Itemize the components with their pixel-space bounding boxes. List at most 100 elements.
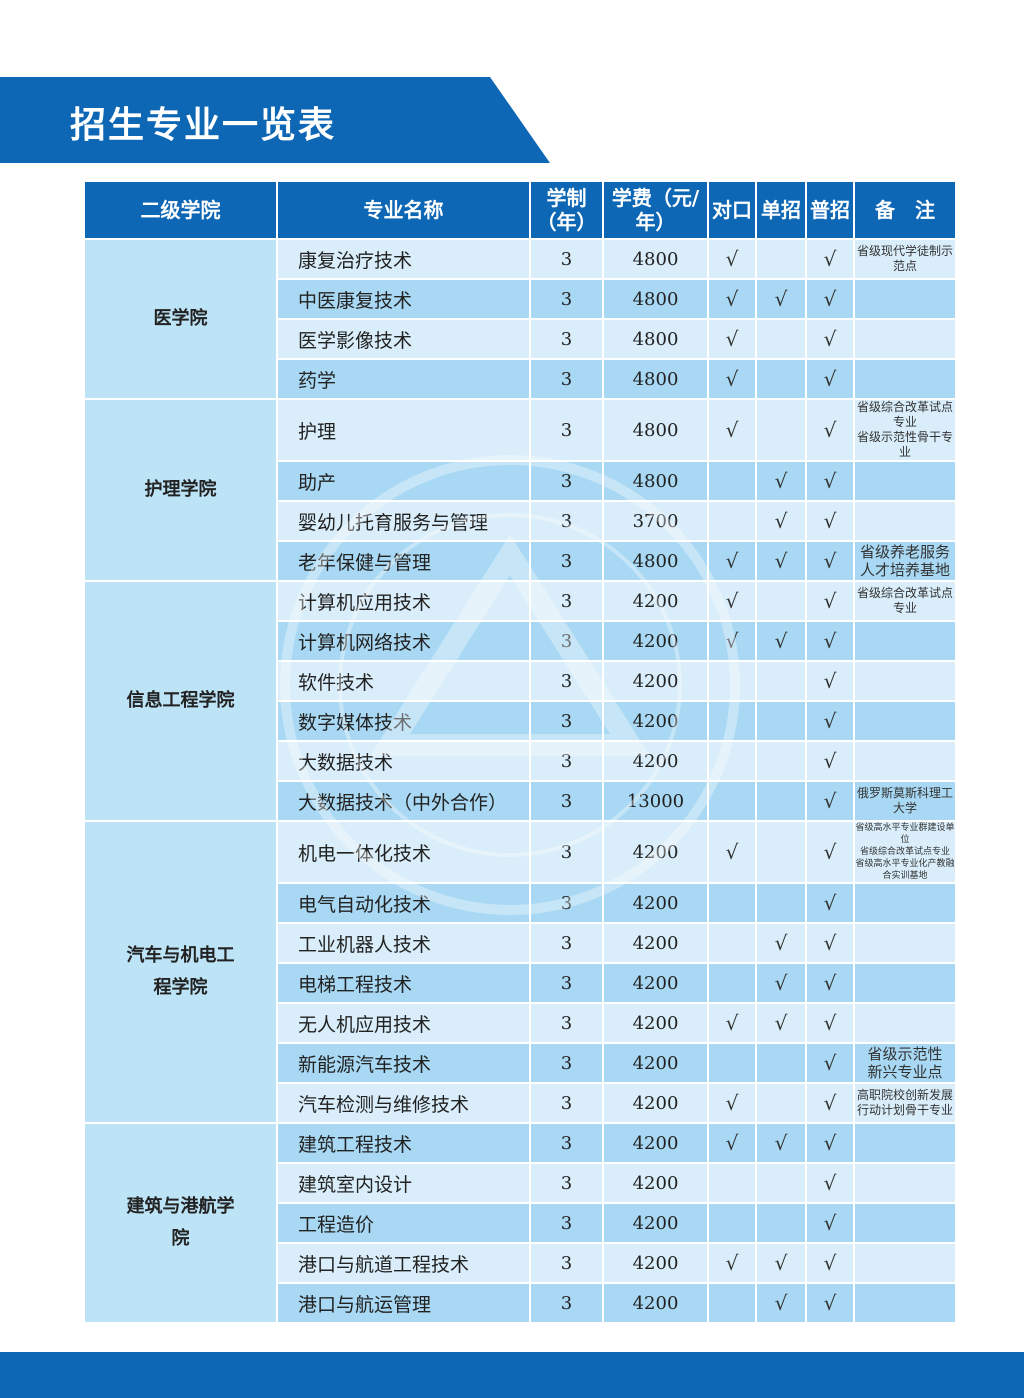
puzhao-cell: √	[805, 740, 855, 782]
danzhao-cell: √	[755, 460, 807, 502]
check-icon: √	[823, 971, 837, 995]
duikou-cell	[707, 882, 757, 924]
major-name: 港口与航运管理	[276, 1282, 531, 1324]
note-line: 高职院校创新发展	[856, 1088, 953, 1102]
table-row: 港口与航道工程技术 3 4200 √ √ √	[84, 1242, 957, 1284]
major-name: 大数据技术（中外合作）	[276, 780, 531, 822]
fee: 4200	[602, 740, 709, 782]
years: 3	[529, 1242, 604, 1284]
puzhao-cell: √	[805, 580, 855, 622]
fee: 3700	[602, 500, 709, 542]
check-icon: √	[725, 840, 739, 864]
table-row: 新能源汽车技术 3 4200 √ 省级示范性 新兴专业点	[84, 1042, 957, 1084]
duikou-cell	[707, 500, 757, 542]
check-icon: √	[823, 1091, 837, 1115]
notes-cell: 省级高水平专业群建设单位 省级综合改革试点专业 省级高水平专业化产教融合实训基地	[853, 820, 957, 884]
fee: 4200	[602, 620, 709, 662]
fee: 4800	[602, 278, 709, 320]
danzhao-cell	[755, 318, 807, 360]
puzhao-cell: √	[805, 820, 855, 884]
major-name: 婴幼儿托育服务与管理	[276, 500, 531, 542]
note-line: 俄罗斯莫斯科理工大学	[856, 786, 953, 815]
major-name: 港口与航道工程技术	[276, 1242, 531, 1284]
check-icon: √	[725, 629, 739, 653]
major-name: 数字媒体技术	[276, 700, 531, 742]
notes-cell	[853, 882, 957, 924]
duikou-cell: √	[707, 318, 757, 360]
puzhao-cell: √	[805, 1162, 855, 1204]
years: 3	[529, 540, 604, 582]
years: 3	[529, 318, 604, 360]
major-name: 建筑工程技术	[276, 1122, 531, 1164]
fee: 4200	[602, 1242, 709, 1284]
danzhao-cell: √	[755, 1282, 807, 1324]
header-years: 学制（年）	[529, 180, 604, 240]
years: 3	[529, 460, 604, 502]
years: 3	[529, 1282, 604, 1324]
duikou-cell: √	[707, 238, 757, 280]
major-name: 工程造价	[276, 1202, 531, 1244]
notes-cell	[853, 460, 957, 502]
puzhao-cell: √	[805, 962, 855, 1004]
duikou-cell	[707, 922, 757, 964]
years: 3	[529, 882, 604, 924]
major-name: 计算机应用技术	[276, 580, 531, 622]
table-row: 软件技术 3 4200 √	[84, 660, 957, 702]
puzhao-cell: √	[805, 460, 855, 502]
check-icon: √	[774, 629, 788, 653]
danzhao-cell: √	[755, 540, 807, 582]
header-college: 二级学院	[83, 180, 278, 240]
major-name: 计算机网络技术	[276, 620, 531, 662]
years: 3	[529, 238, 604, 280]
fee: 4200	[602, 1002, 709, 1044]
fee: 4800	[602, 318, 709, 360]
fee: 4800	[602, 460, 709, 502]
years: 3	[529, 1162, 604, 1204]
check-icon: √	[725, 589, 739, 613]
fee: 4200	[602, 1282, 709, 1324]
danzhao-cell	[755, 398, 807, 462]
years: 3	[529, 700, 604, 742]
check-icon: √	[823, 1011, 837, 1035]
page-title: 招生专业一览表	[70, 105, 337, 146]
danzhao-cell: √	[755, 962, 807, 1004]
notes-cell: 省级现代学徒制示范点	[853, 238, 957, 280]
years: 3	[529, 820, 604, 884]
fee: 4200	[602, 922, 709, 964]
title-banner	[0, 77, 550, 163]
years: 3	[529, 358, 604, 400]
major-name: 工业机器人技术	[276, 922, 531, 964]
duikou-cell: √	[707, 1122, 757, 1164]
puzhao-cell: √	[805, 620, 855, 662]
fee: 4200	[602, 1162, 709, 1204]
danzhao-cell	[755, 1202, 807, 1244]
major-name: 电梯工程技术	[276, 962, 531, 1004]
check-icon: √	[774, 1251, 788, 1275]
duikou-cell	[707, 740, 757, 782]
check-icon: √	[725, 549, 739, 573]
table-row: 药学 3 4800 √ √	[84, 358, 957, 400]
puzhao-cell: √	[805, 238, 855, 280]
danzhao-cell	[755, 700, 807, 742]
years: 3	[529, 1042, 604, 1084]
note-line: 行动计划骨干专业	[856, 1103, 953, 1117]
college-label: 建筑与港航学院	[126, 1196, 235, 1249]
major-name: 老年保健与管理	[276, 540, 531, 582]
danzhao-cell: √	[755, 1242, 807, 1284]
major-name: 康复治疗技术	[276, 238, 531, 280]
fee: 4800	[602, 398, 709, 462]
years: 3	[529, 1202, 604, 1244]
duikou-cell	[707, 700, 757, 742]
table-row: 电梯工程技术 3 4200 √ √	[84, 962, 957, 1004]
check-icon: √	[725, 1251, 739, 1275]
check-icon: √	[774, 549, 788, 573]
duikou-cell	[707, 1162, 757, 1204]
notes-cell: 高职院校创新发展 行动计划骨干专业	[853, 1082, 957, 1124]
check-icon: √	[823, 1291, 837, 1315]
puzhao-cell: √	[805, 398, 855, 462]
table-row: 计算机网络技术 3 4200 √ √ √	[84, 620, 957, 662]
fee: 4200	[602, 580, 709, 622]
check-icon: √	[725, 418, 739, 442]
check-icon: √	[774, 1011, 788, 1035]
notes-cell	[853, 700, 957, 742]
